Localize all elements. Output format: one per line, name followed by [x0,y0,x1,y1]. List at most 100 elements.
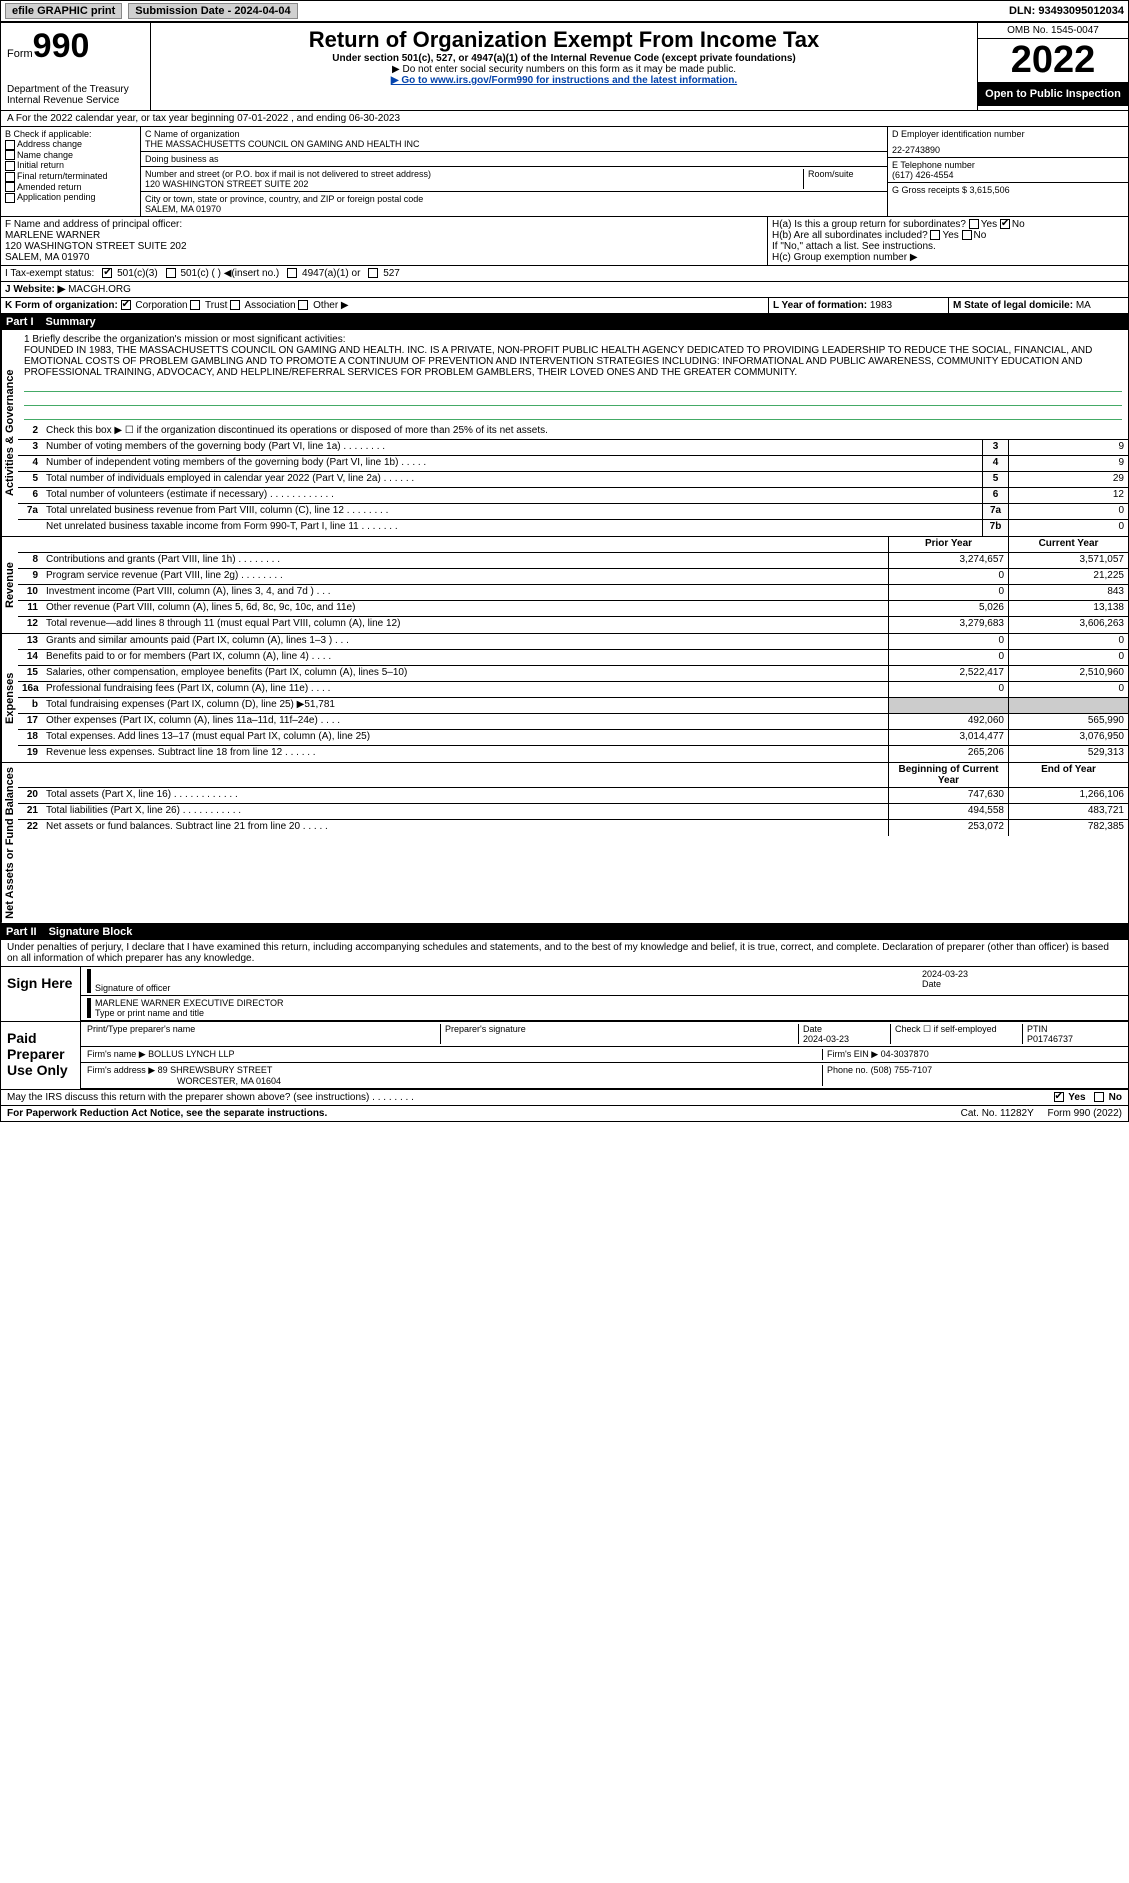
hdr-beginning: Beginning of Current Year [888,763,1008,787]
hdr-prior: Prior Year [888,537,1008,552]
h-c: H(c) Group exemption number ▶ [772,252,1124,263]
chk-discuss-yes[interactable] [1054,1092,1064,1102]
hdr-end: End of Year [1008,763,1128,787]
chk-assoc[interactable] [230,300,240,310]
mission-lead: 1 Briefly describe the organization's mi… [24,334,1122,345]
open-public: Open to Public Inspection [978,82,1128,106]
chk-discuss-no[interactable] [1094,1092,1104,1102]
chk-4947[interactable] [287,268,297,278]
officer-city: SALEM, MA 01970 [5,252,763,263]
irs-link[interactable]: www.irs.gov/Form990 [430,75,533,86]
id-block: B Check if applicable: Address change Na… [0,127,1129,217]
vlabel-expenses: Expenses [1,634,18,762]
prep-date: 2024-03-23 [803,1034,878,1044]
box-b-title: B Check if applicable: [5,129,136,139]
form-title: Return of Organization Exempt From Incom… [159,27,969,53]
box-klm: K Form of organization: Corporation Trus… [0,298,1129,314]
chk-501c3[interactable] [102,268,112,278]
officer-name: MARLENE WARNER [5,230,763,241]
chk-pending[interactable]: Application pending [5,192,136,203]
box-b: B Check if applicable: Address change Na… [1,127,141,216]
tax-year: 2022 [978,39,1128,82]
section-netassets: Net Assets or Fund Balances Beginning of… [0,763,1129,924]
signature-declaration: Under penalties of perjury, I declare th… [0,940,1129,967]
chk-corp[interactable] [121,300,131,310]
ein-label: D Employer identification number [892,129,1124,139]
table-row: 19Revenue less expenses. Subtract line 1… [18,746,1128,762]
sig-name: MARLENE WARNER EXECUTIVE DIRECTOR [95,998,1122,1008]
prep-selfemp: Check ☐ if self-employed [890,1024,1010,1044]
table-row: Net unrelated business taxable income fr… [18,520,1128,536]
room-label: Room/suite [803,169,883,189]
ein-value: 22-2743890 [892,139,1124,155]
table-row: 10Investment income (Part VIII, column (… [18,585,1128,601]
table-row: 7aTotal unrelated business revenue from … [18,504,1128,520]
table-row: 12Total revenue—add lines 8 through 11 (… [18,617,1128,633]
box-j: J Website: ▶ MACGH.ORG [0,282,1129,298]
sig-date: 2024-03-23 [922,969,1122,979]
table-row: 17Other expenses (Part IX, column (A), l… [18,714,1128,730]
table-row: 22Net assets or fund balances. Subtract … [18,820,1128,836]
efile-print-button[interactable]: efile GRAPHIC print [5,3,122,19]
line-a: A For the 2022 calendar year, or tax yea… [0,111,1129,127]
firm-addr: 89 SHREWSBURY STREET [158,1065,273,1075]
sign-here-label: Sign Here [1,967,81,1021]
tax-exempt-label: I Tax-exempt status: [1,266,98,281]
chk-initial[interactable]: Initial return [5,160,136,171]
box-c: C Name of organization THE MASSACHUSETTS… [141,127,888,216]
gross-label: G Gross receipts $ [892,185,967,195]
dept-label: Department of the Treasury Internal Reve… [7,84,144,106]
submission-date-button[interactable]: Submission Date - 2024-04-04 [128,3,297,19]
table-row: 13Grants and similar amounts paid (Part … [18,634,1128,650]
paid-preparer-label: Paid Preparer Use Only [1,1022,81,1089]
chk-name[interactable]: Name change [5,150,136,161]
section-governance: Activities & Governance 1 Briefly descri… [0,330,1129,537]
addr-label: Number and street (or P.O. box if mail i… [145,169,803,179]
table-row: 3Number of voting members of the governi… [18,440,1128,456]
form-link-line: ▶ Go to www.irs.gov/Form990 for instruct… [159,75,969,86]
section-expenses: Expenses 13Grants and similar amounts pa… [0,634,1129,763]
table-row: 21Total liabilities (Part X, line 26) . … [18,804,1128,820]
table-row: bTotal fundraising expenses (Part IX, co… [18,698,1128,714]
vlabel-netassets: Net Assets or Fund Balances [1,763,18,923]
phone-value: (617) 426-4554 [892,170,1124,180]
officer-addr: 120 WASHINGTON STREET SUITE 202 [5,241,763,252]
vlabel-revenue: Revenue [1,537,18,633]
line-2: Check this box ▶ ☐ if the organization d… [42,424,1128,439]
website-label: J Website: ▶ [5,284,65,295]
table-row: 8Contributions and grants (Part VIII, li… [18,553,1128,569]
paid-preparer-block: Paid Preparer Use Only Print/Type prepar… [0,1022,1129,1090]
form-number: Form990 [7,27,144,66]
prep-name-label: Print/Type preparer's name [87,1024,428,1044]
form-footer: Form 990 (2022) [1048,1108,1122,1119]
table-row: 15Salaries, other compensation, employee… [18,666,1128,682]
cat-no: Cat. No. 11282Y [961,1108,1034,1119]
gross-value: 3,615,506 [970,185,1010,195]
addr-value: 120 WASHINGTON STREET SUITE 202 [145,179,803,189]
state-domicile: MA [1076,300,1091,311]
prep-ptin: P01746737 [1027,1034,1122,1044]
prep-sig-label: Preparer's signature [440,1024,786,1044]
chk-final[interactable]: Final return/terminated [5,171,136,182]
firm-phone: (508) 755-7107 [871,1065,933,1075]
chk-amended[interactable]: Amended return [5,182,136,193]
dln-label: DLN: 93493095012034 [1009,5,1124,17]
form-subtitle: Under section 501(c), 527, or 4947(a)(1)… [159,53,969,64]
table-row: 4Number of independent voting members of… [18,456,1128,472]
chk-501c[interactable] [166,268,176,278]
table-row: 14Benefits paid to or for members (Part … [18,650,1128,666]
chk-527[interactable] [368,268,378,278]
dba-label: Doing business as [145,154,883,164]
part-ii-bar: Part IISignature Block [0,924,1129,940]
firm-name: BOLLUS LYNCH LLP [148,1049,234,1059]
omb-number: OMB No. 1545-0047 [978,23,1128,39]
table-row: 11Other revenue (Part VIII, column (A), … [18,601,1128,617]
officer-label: F Name and address of principal officer: [5,219,763,230]
chk-other[interactable] [298,300,308,310]
discuss-row: May the IRS discuss this return with the… [0,1090,1129,1106]
h-b: H(b) Are all subordinates included? Yes … [772,230,1124,241]
chk-address[interactable]: Address change [5,139,136,150]
pra-notice: For Paperwork Reduction Act Notice, see … [7,1108,327,1119]
table-row: 5Total number of individuals employed in… [18,472,1128,488]
chk-trust[interactable] [190,300,200,310]
